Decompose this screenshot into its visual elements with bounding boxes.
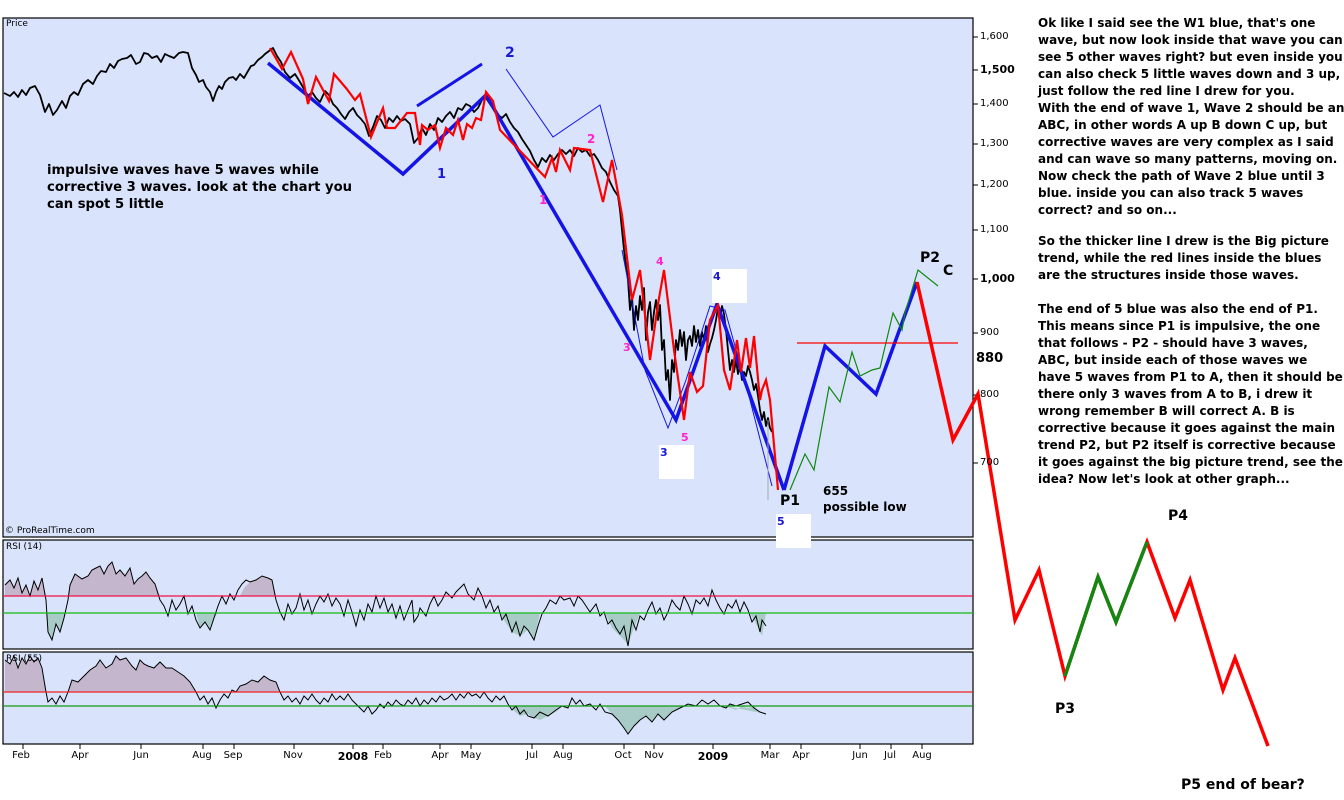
possible-low-label: 655 possible low [823, 484, 907, 514]
wave-blue-segment [416, 62, 483, 108]
wave-red-substructure [269, 47, 780, 491]
wave-label-c: C [943, 263, 954, 279]
rsi55-pane-title: RSI (55) [6, 654, 42, 664]
x-tick: Feb [12, 750, 30, 761]
side-note-paragraph-3: The end of 5 blue was also the end of P1… [1038, 302, 1343, 486]
label-box-3 [659, 445, 694, 479]
wave-label-blue-4: 4 [713, 270, 721, 283]
x-tick: Aug [553, 750, 573, 761]
x-tick: Jun [133, 750, 149, 761]
label-box-5 [776, 514, 811, 548]
x-tick: Sep [223, 750, 243, 761]
wave-label-blue-5: 5 [777, 515, 785, 528]
y-tick: 1,000 [980, 272, 1015, 285]
copyright-text: © ProRealTime.com [5, 526, 95, 536]
x-tick: 2008 [337, 750, 369, 763]
y-tick: 1,500 [980, 63, 1015, 76]
label-box-4 [712, 269, 747, 303]
y-tick: 900 [980, 327, 1000, 338]
x-tick: Apr [792, 750, 810, 761]
price-pane [2, 17, 974, 538]
x-tick: Feb [374, 750, 392, 761]
rsi55-chart [3, 654, 973, 735]
y-tick: 1,100 [980, 224, 1009, 235]
x-tick: Mar [760, 750, 780, 761]
rsi14-chart [3, 561, 973, 647]
wave-blue-thin-upper [505, 68, 618, 171]
wave-label-pink-1: 1 [539, 193, 548, 207]
wave-label-p5: P5 end of bear? [1181, 777, 1305, 793]
wave-label-p1: P1 [780, 493, 801, 509]
wave-label-pink-4: 4 [656, 255, 664, 268]
y-tick: 800 [980, 389, 1000, 400]
wave-blue-thin-lower [621, 249, 773, 487]
x-tick: Aug [192, 750, 212, 761]
wave-green-thin [789, 268, 939, 491]
wave-label-blue-2: 2 [505, 45, 515, 61]
price-pane-title: Price [6, 19, 28, 29]
x-tick: Jul [883, 750, 897, 761]
x-tick: Apr [431, 750, 449, 761]
side-note-paragraph-2: So the thicker line I drew is the Big pi… [1038, 234, 1329, 282]
wave-blue-projection [782, 281, 919, 491]
x-tick: Oct [614, 750, 632, 761]
y-tick: 1,300 [980, 138, 1009, 149]
y-tick: 700 [980, 457, 1000, 468]
wave-label-p4: P4 [1168, 508, 1189, 524]
rsi14-pane-title: RSI (14) [6, 542, 42, 552]
x-tick: Nov [283, 750, 303, 761]
wave-label-pink-2: 2 [587, 132, 596, 146]
x-tick: Nov [644, 750, 664, 761]
y-tick: 1,400 [980, 98, 1009, 109]
wave-blue-main [266, 61, 786, 491]
x-axis-ticks [22, 744, 923, 749]
x-tick: 2009 [697, 750, 729, 763]
wave-label-p3: P3 [1055, 701, 1076, 717]
side-note-paragraph-1: Ok like I said see the W1 blue, that's o… [1038, 16, 1344, 217]
price-line [3, 47, 773, 433]
x-tick: May [460, 750, 482, 761]
y-tick: 1,600 [980, 31, 1009, 42]
wave-label-blue-3: 3 [660, 446, 668, 459]
x-tick: Jun [852, 750, 868, 761]
wave-green-projection [1063, 541, 1149, 677]
wave-label-p2: P2 [920, 250, 941, 266]
wave-label-pink-3: 3 [623, 341, 631, 354]
y-tick: 1,200 [980, 179, 1009, 190]
x-tick: Aug [912, 750, 932, 761]
x-tick: Apr [71, 750, 89, 761]
y-highlight-880: 880 [976, 351, 1004, 366]
x-tick: Jul [525, 750, 539, 761]
chart-note: impulsive waves have 5 waves while corre… [47, 163, 353, 212]
wave-label-pink-5: 5 [681, 431, 689, 444]
rsi14-pane [2, 539, 974, 650]
wave-label-blue-1: 1 [437, 167, 447, 182]
